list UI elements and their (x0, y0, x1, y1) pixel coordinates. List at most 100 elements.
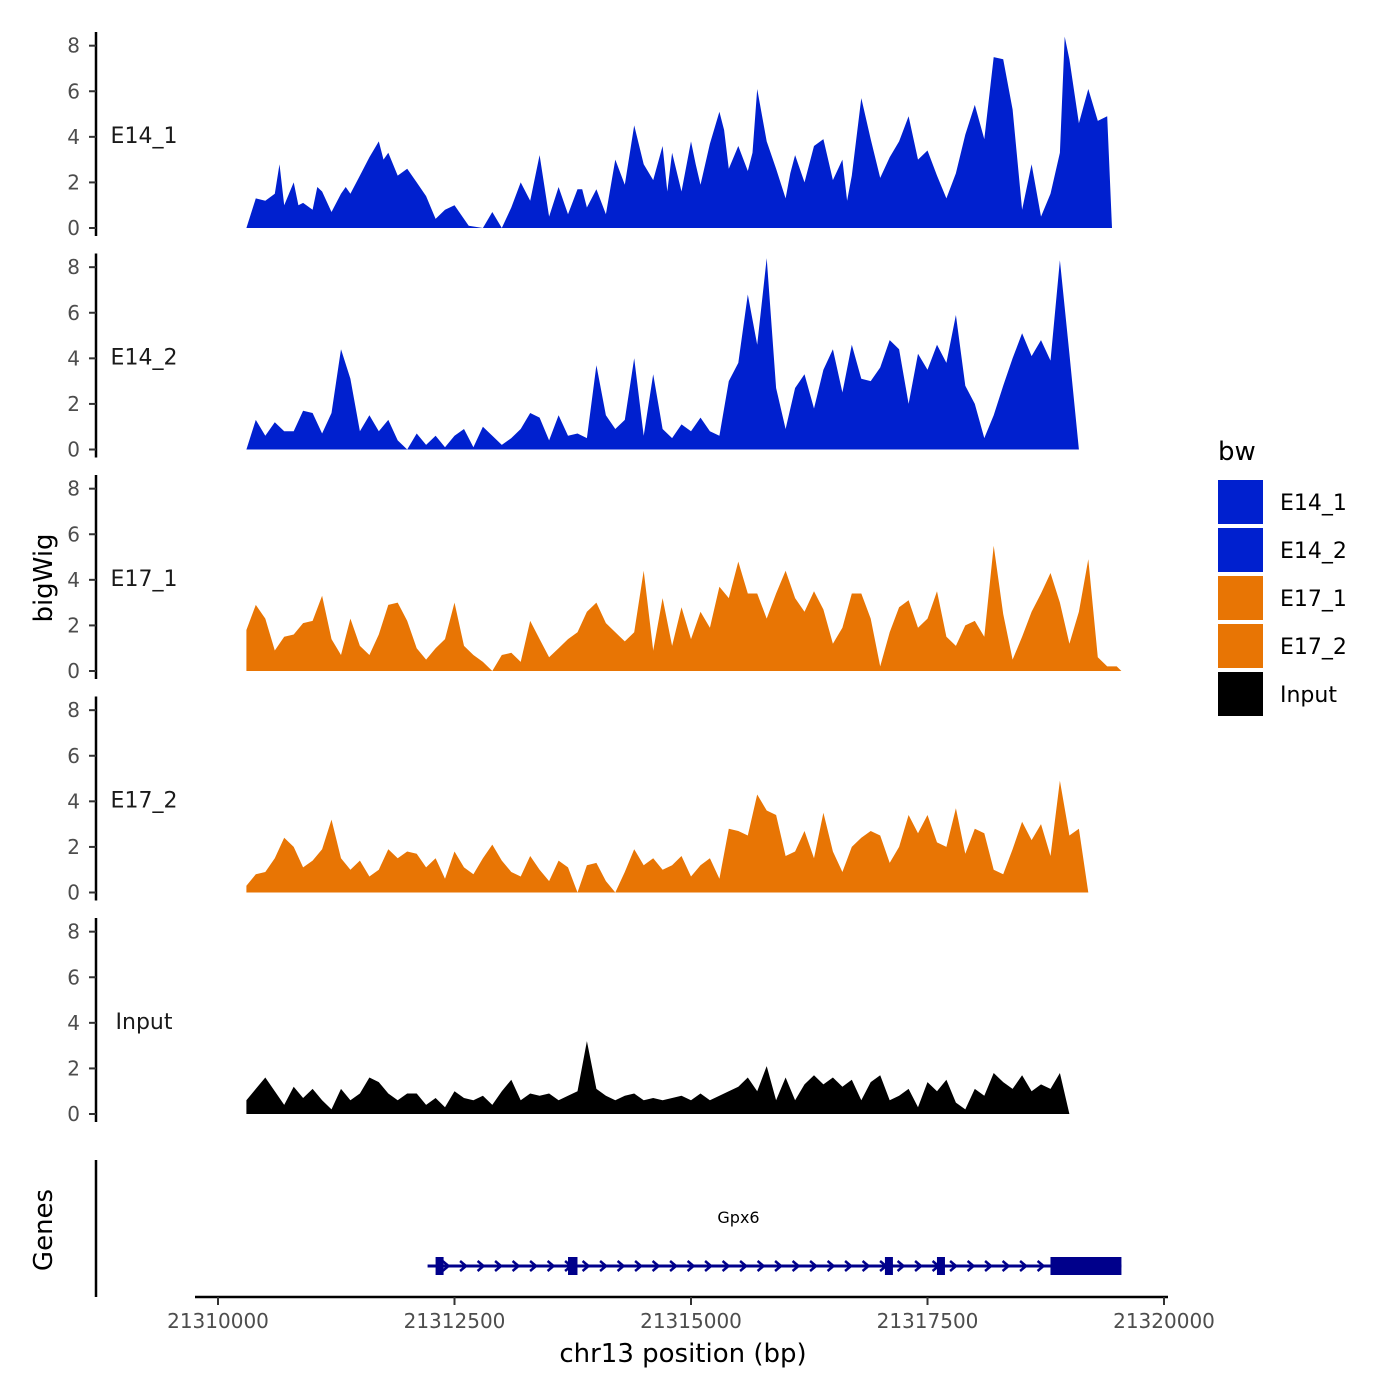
signal-area-E17_2 (246, 780, 1122, 893)
strand-arrow (441, 1260, 451, 1272)
strand-arrow (721, 1260, 731, 1272)
gene-exon (568, 1257, 578, 1275)
x-tick-label: 21315000 (640, 1309, 742, 1333)
strand-arrow (774, 1260, 784, 1272)
track-label: E17_1 (111, 567, 178, 592)
y-tick-label: 8 (67, 255, 80, 279)
legend: bw E14_1 E14_2 E17_1 E17_2 Input (1218, 437, 1347, 716)
track-Input: 0 2 4 6 8 Input (67, 918, 1122, 1126)
gene-track (427, 1257, 1122, 1275)
strand-arrow (1019, 1260, 1029, 1272)
x-axis-ticks: 21310000 21312500 21315000 21317500 21320000 (167, 1297, 1215, 1333)
gene-panel: Gpx6 (94, 1160, 1122, 1297)
legend-swatch-E17_2 (1218, 624, 1263, 668)
y-tick-label: 0 (67, 216, 80, 240)
strand-arrow (1001, 1260, 1011, 1272)
y-tick-label: 2 (67, 392, 80, 416)
strand-arrow (634, 1260, 644, 1272)
y-tick-label: 8 (67, 698, 80, 722)
gene-exon (435, 1257, 444, 1275)
y-tick-label: 0 (67, 1102, 80, 1126)
y-tick-label: 8 (67, 477, 80, 501)
y-tick-label: 0 (67, 659, 80, 683)
strand-arrow (826, 1260, 836, 1272)
y-tick-label: 6 (67, 79, 80, 103)
strand-arrow (739, 1260, 749, 1272)
strand-arrow (686, 1260, 696, 1272)
legend-swatch-Input (1218, 672, 1263, 716)
gene-exon (936, 1257, 945, 1275)
x-tick-label: 21317500 (877, 1309, 979, 1333)
strand-arrow (844, 1260, 854, 1272)
y-tick-label: 2 (67, 835, 80, 859)
y-tick-label: 0 (67, 438, 80, 462)
signal-area-Input (246, 1041, 1122, 1114)
strand-arrow (511, 1260, 521, 1272)
legend-title: bw (1218, 437, 1256, 467)
strand-arrow (791, 1260, 801, 1272)
y-tick-label: 6 (67, 301, 80, 325)
strand-arrow (476, 1260, 486, 1272)
x-tick-label: 21312500 (404, 1309, 506, 1333)
y-tick-label: 4 (67, 125, 80, 149)
strand-arrow (459, 1260, 469, 1272)
y-tick-label: 4 (67, 789, 80, 813)
y-tick-label: 8 (67, 920, 80, 944)
strand-arrow (669, 1260, 679, 1272)
strand-arrow (949, 1260, 959, 1272)
track-label: E17_2 (111, 789, 178, 814)
strand-arrow (704, 1260, 714, 1272)
legend-swatch-E17_1 (1218, 576, 1263, 620)
legend-swatch-E14_1 (1218, 480, 1263, 524)
signal-area-E17_1 (246, 545, 1122, 671)
strand-arrow (546, 1260, 556, 1272)
gene-exon (1050, 1257, 1122, 1275)
legend-label-Input: Input (1280, 683, 1337, 708)
track-label: E14_1 (111, 124, 178, 149)
strand-arrow (599, 1260, 609, 1272)
strand-arrow (756, 1260, 766, 1272)
y-tick-label: 6 (67, 522, 80, 546)
track-E17_1: 0 2 4 6 8 E17_1 (67, 475, 1122, 683)
strand-arrow (616, 1260, 626, 1272)
legend-label-E14_1: E14_1 (1280, 491, 1347, 516)
y-tick-label: 6 (67, 965, 80, 989)
strand-arrow (1036, 1260, 1046, 1272)
y-tick-label: 0 (67, 881, 80, 905)
y-tick-label: 2 (67, 1056, 80, 1080)
track-label: Input (116, 1010, 173, 1035)
strand-arrow (581, 1260, 591, 1272)
x-axis-title: chr13 position (bp) (559, 1339, 806, 1369)
track-E14_1: 0 2 4 6 8 E14_1 (67, 32, 1122, 240)
y-axis-title: bigWig (29, 533, 59, 622)
strand-arrow (896, 1260, 906, 1272)
y-tick-label: 2 (67, 170, 80, 194)
legend-swatch-E14_2 (1218, 528, 1263, 572)
strand-arrow (529, 1260, 539, 1272)
strand-arrow (914, 1260, 924, 1272)
legend-label-E17_1: E17_1 (1280, 587, 1347, 612)
legend-label-E14_2: E14_2 (1280, 539, 1347, 564)
x-tick-label: 21310000 (167, 1309, 269, 1333)
signal-area-E14_1 (246, 36, 1122, 228)
tracks-layer: 0 2 4 6 8 E14_1 0 2 4 6 8 E14_2 0 2 4 6 8 E17_1 0 2 4 6 8 E17_2… (67, 32, 1122, 1126)
y-tick-label: 4 (67, 346, 80, 370)
gene-exon (884, 1257, 893, 1275)
strand-arrow (861, 1260, 871, 1272)
x-axis: 21310000 21312500 21315000 21317500 21320000 (167, 1295, 1215, 1333)
strand-arrow (651, 1260, 661, 1272)
y-tick-label: 8 (67, 34, 80, 58)
strand-arrow (966, 1260, 976, 1272)
genes-panel-title: Genes (29, 1189, 59, 1271)
legend-items: E14_1 E14_2 E17_1 E17_2 Input (1218, 480, 1347, 716)
gene-name-label: Gpx6 (717, 1208, 759, 1227)
y-tick-label: 6 (67, 744, 80, 768)
strand-arrow (494, 1260, 504, 1272)
strand-arrow (984, 1260, 994, 1272)
y-tick-label: 4 (67, 568, 80, 592)
track-label: E14_2 (111, 346, 178, 371)
legend-label-E17_2: E17_2 (1280, 635, 1347, 660)
y-tick-label: 2 (67, 613, 80, 637)
strand-arrow (809, 1260, 819, 1272)
